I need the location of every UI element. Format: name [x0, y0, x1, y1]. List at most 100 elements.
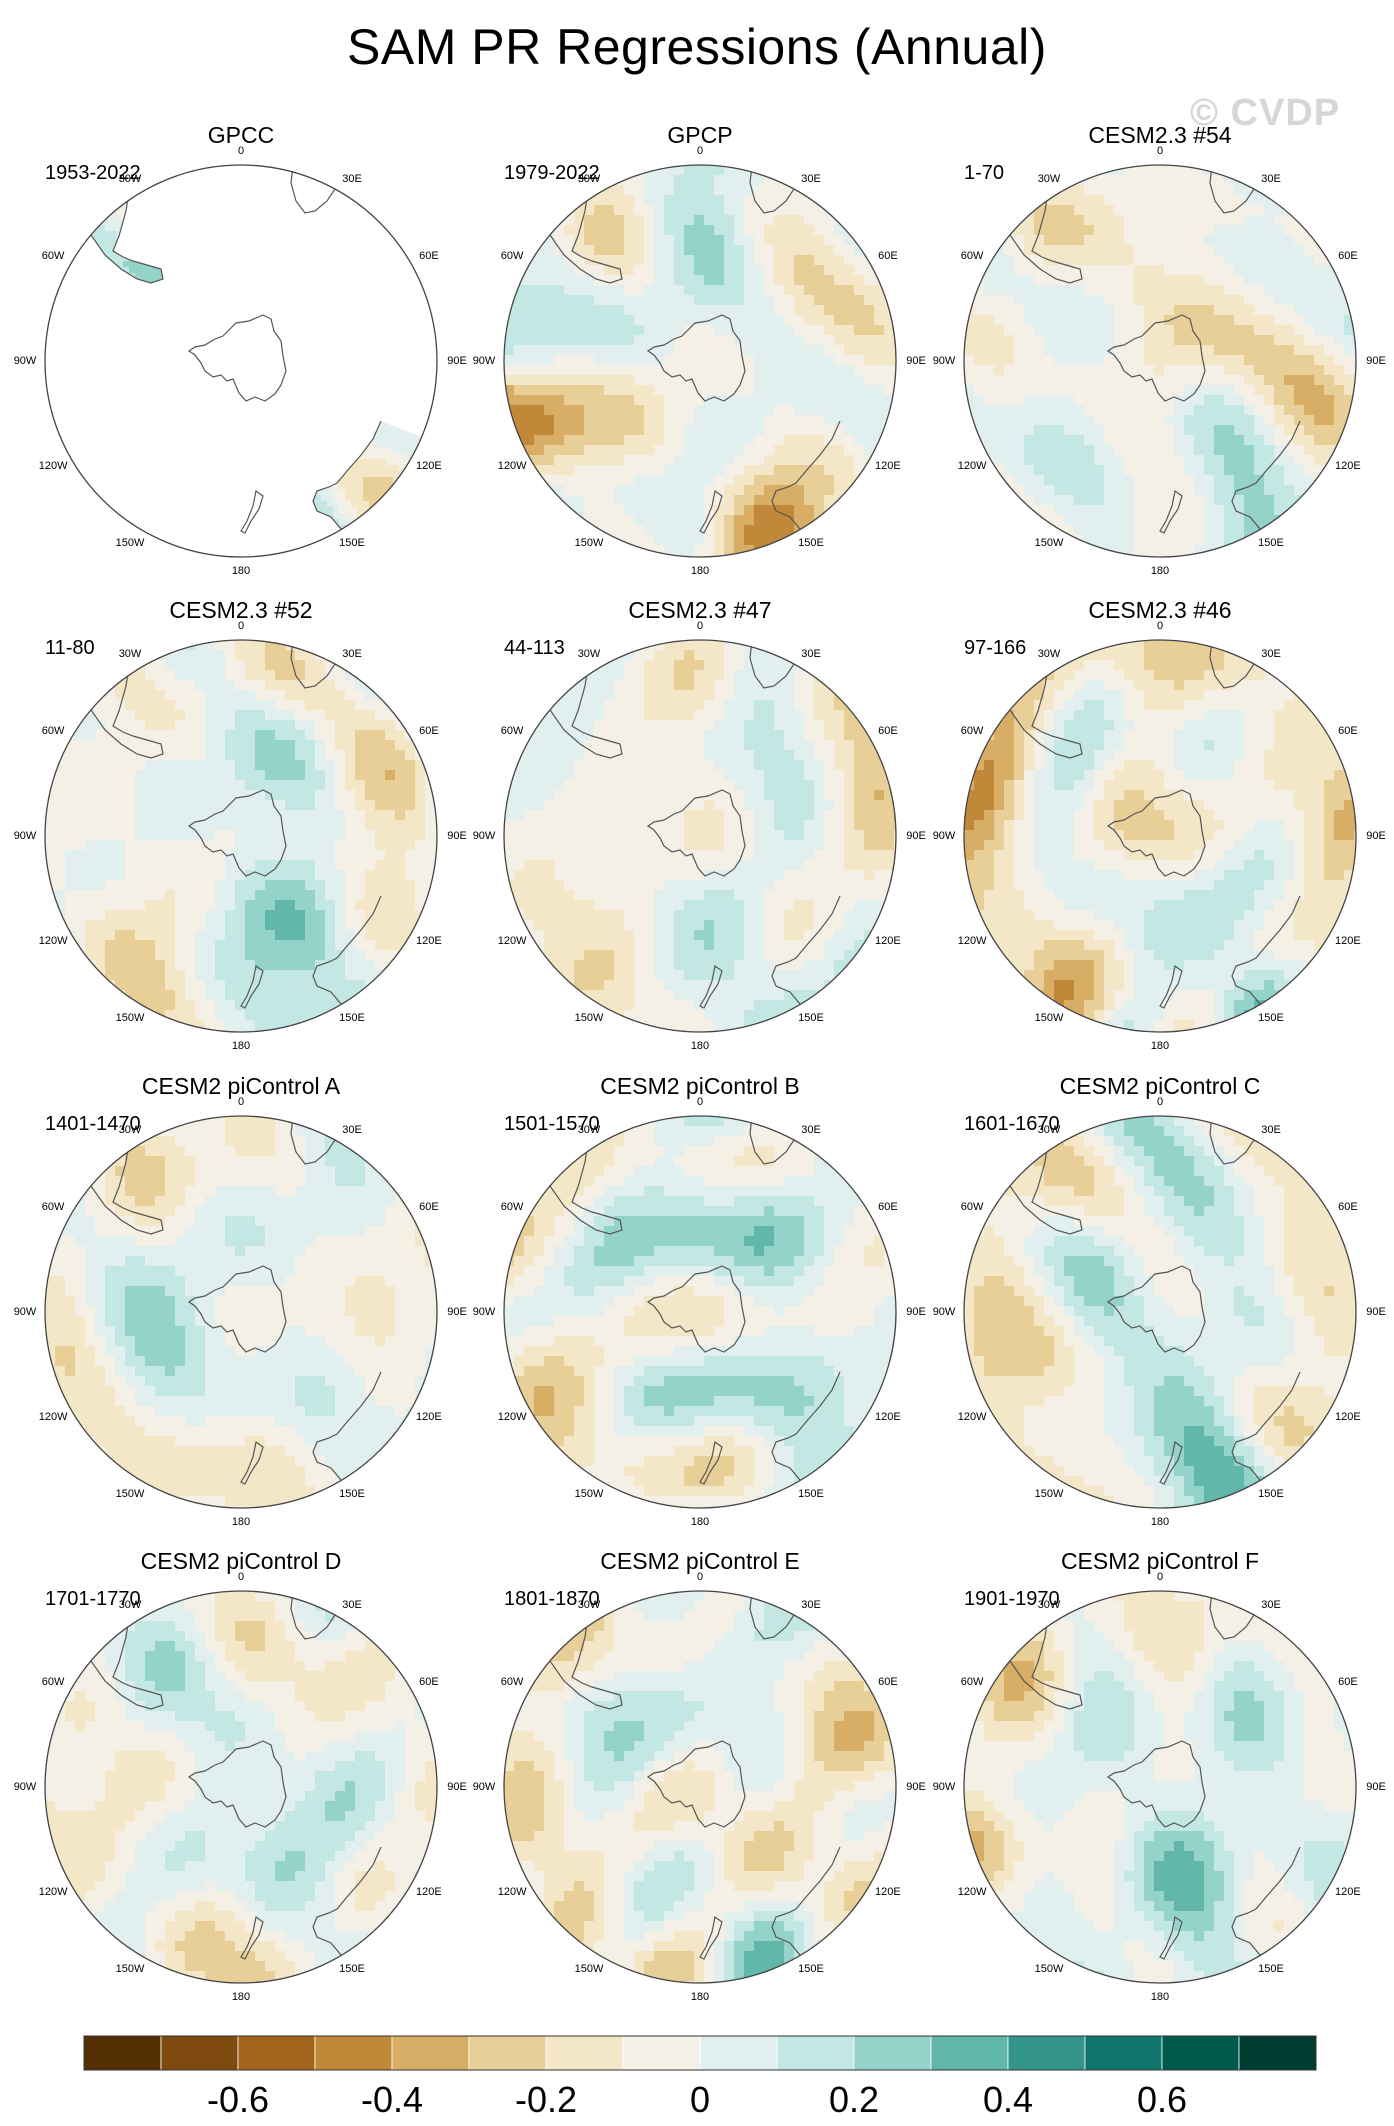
longitude-label: 30W: [578, 1599, 601, 1611]
longitude-label: 60E: [878, 725, 898, 737]
longitude-label: 60W: [501, 1676, 524, 1688]
page-title: SAM PR Regressions (Annual): [347, 19, 1047, 75]
longitude-label: 120E: [416, 460, 442, 472]
map-panel: 0 30E 60E 90E 120E 150E 180 150W 120W 90W 60W 30W CE…: [14, 597, 467, 1052]
map-frame: [503, 1115, 897, 1509]
map-frame: [503, 639, 897, 1033]
longitude-label: 60E: [878, 1676, 898, 1688]
longitude-label: 90E: [447, 355, 467, 367]
new-zealand-outline: [1159, 1440, 1183, 1485]
longitude-label: 150E: [798, 1963, 824, 1975]
longitude-label: 150E: [339, 537, 365, 549]
panel-title: CESM2.3 #54: [1088, 122, 1231, 148]
colorbar-swatch: [776, 2035, 855, 2071]
longitude-label: 0: [238, 1096, 244, 1108]
longitude-label: 30E: [1261, 1599, 1281, 1611]
longitude-label: 90W: [14, 1306, 37, 1318]
map-panel: 0 30E 60E 90E 120E 150E 180 150W 120W 90W 60W 30W GP…: [14, 122, 467, 577]
longitude-label: 30W: [578, 648, 601, 660]
antarctica-outline: [646, 1265, 746, 1353]
longitude-label: 60W: [42, 1676, 65, 1688]
panel-title: CESM2 piControl E: [600, 1548, 799, 1574]
longitude-label: 150E: [339, 1012, 365, 1024]
map-panel: 0 30E 60E 90E 120E 150E 180 150W 120W 90W 60W 30W CE…: [14, 1548, 467, 2003]
longitude-label: 90E: [1366, 830, 1386, 842]
longitude-label: 150W: [575, 537, 604, 549]
longitude-label: 30E: [342, 173, 362, 185]
longitude-label: 90W: [14, 1781, 37, 1793]
map-frame: [963, 639, 1357, 1033]
new-zealand-outline: [1159, 489, 1183, 534]
longitude-label: 60W: [42, 1201, 65, 1213]
longitude-label: 120E: [875, 935, 901, 947]
panel-title: CESM2 piControl A: [142, 1073, 341, 1099]
antarctica-outline: [646, 314, 746, 402]
antarctica-outline: [1106, 1265, 1206, 1353]
new-zealand-outline: [1159, 964, 1183, 1009]
precip-field: [45, 1116, 437, 1508]
longitude-label: 0: [238, 1571, 244, 1583]
colorbar-tick-label: 0: [690, 2079, 710, 2120]
coastlines: [62, 165, 432, 557]
longitude-label: 0: [1157, 1096, 1163, 1108]
longitude-label: 120W: [498, 1886, 527, 1898]
panel-period: 1401-1470: [45, 1113, 141, 1135]
longitude-label: 180: [1151, 565, 1169, 577]
longitude-label: 0: [1157, 145, 1163, 157]
longitude-label: 60E: [1338, 1201, 1358, 1213]
panel-period: 1801-1870: [504, 1588, 600, 1610]
longitude-label: 120E: [1335, 460, 1361, 472]
longitude-label: 30W: [1038, 648, 1061, 660]
longitude-label: 180: [691, 1040, 709, 1052]
new-zealand-outline: [699, 1915, 723, 1960]
longitude-label: 180: [232, 1040, 250, 1052]
longitude-label: 90E: [906, 830, 926, 842]
longitude-label: 0: [697, 620, 703, 632]
colorbar-swatch: [699, 2035, 778, 2071]
longitude-label: 60W: [961, 725, 984, 737]
colorbar-swatch: [1007, 2035, 1086, 2071]
longitude-label: 30W: [1038, 1599, 1061, 1611]
new-zealand-outline: [240, 1440, 264, 1485]
longitude-label: 120E: [1335, 1886, 1361, 1898]
longitude-label: 0: [697, 1096, 703, 1108]
antarctica-outline: [187, 1740, 287, 1828]
longitude-label: 120W: [958, 1886, 987, 1898]
panel-title: CESM2 piControl F: [1061, 1548, 1259, 1574]
longitude-label: 60E: [419, 725, 439, 737]
colorbar-swatch: [160, 2035, 239, 2071]
longitude-label: 90E: [447, 1306, 467, 1318]
longitude-label: 90W: [473, 1781, 496, 1793]
panel-title: CESM2 piControl D: [141, 1548, 342, 1574]
longitude-label: 150W: [1035, 1012, 1064, 1024]
longitude-label: 60E: [1338, 725, 1358, 737]
longitude-label: 30E: [1261, 1124, 1281, 1136]
precip-field: [45, 640, 437, 1032]
panel-period: 11-80: [45, 637, 95, 659]
longitude-label: 60W: [961, 1201, 984, 1213]
antarctica-outline: [646, 1740, 746, 1828]
longitude-label: 180: [691, 1991, 709, 2003]
longitude-label: 120W: [958, 935, 987, 947]
colorbar-tick-label: -0.4: [361, 2079, 423, 2120]
map-panel: 0 30E 60E 90E 120E 150E 180 150W 120W 90W 60W 30W GP…: [473, 122, 926, 577]
longitude-label: 90E: [447, 1781, 467, 1793]
panel-title: CESM2.3 #46: [1088, 597, 1231, 623]
longitude-label: 180: [691, 565, 709, 577]
panel-period: 1-70: [964, 162, 1004, 184]
new-zealand-outline: [699, 1440, 723, 1485]
panel-period: 97-166: [964, 637, 1026, 659]
colorbar-tick-label: -0.2: [515, 2079, 577, 2120]
longitude-label: 120W: [39, 460, 68, 472]
panel-title: CESM2 piControl B: [600, 1073, 799, 1099]
precip-field: [964, 1591, 1356, 1983]
longitude-label: 120E: [416, 1886, 442, 1898]
longitude-label: 60W: [961, 250, 984, 262]
colorbar: -0.6 -0.4 -0.2 0 0.2 0.4 0.6: [83, 2035, 1317, 2120]
map-panel: 0 30E 60E 90E 120E 150E 180 150W 120W 90W 60W 30W CE…: [933, 122, 1386, 577]
longitude-label: 120W: [958, 1411, 987, 1423]
longitude-label: 60W: [42, 725, 65, 737]
new-zealand-outline: [240, 489, 264, 534]
longitude-label: 30E: [1261, 648, 1281, 660]
